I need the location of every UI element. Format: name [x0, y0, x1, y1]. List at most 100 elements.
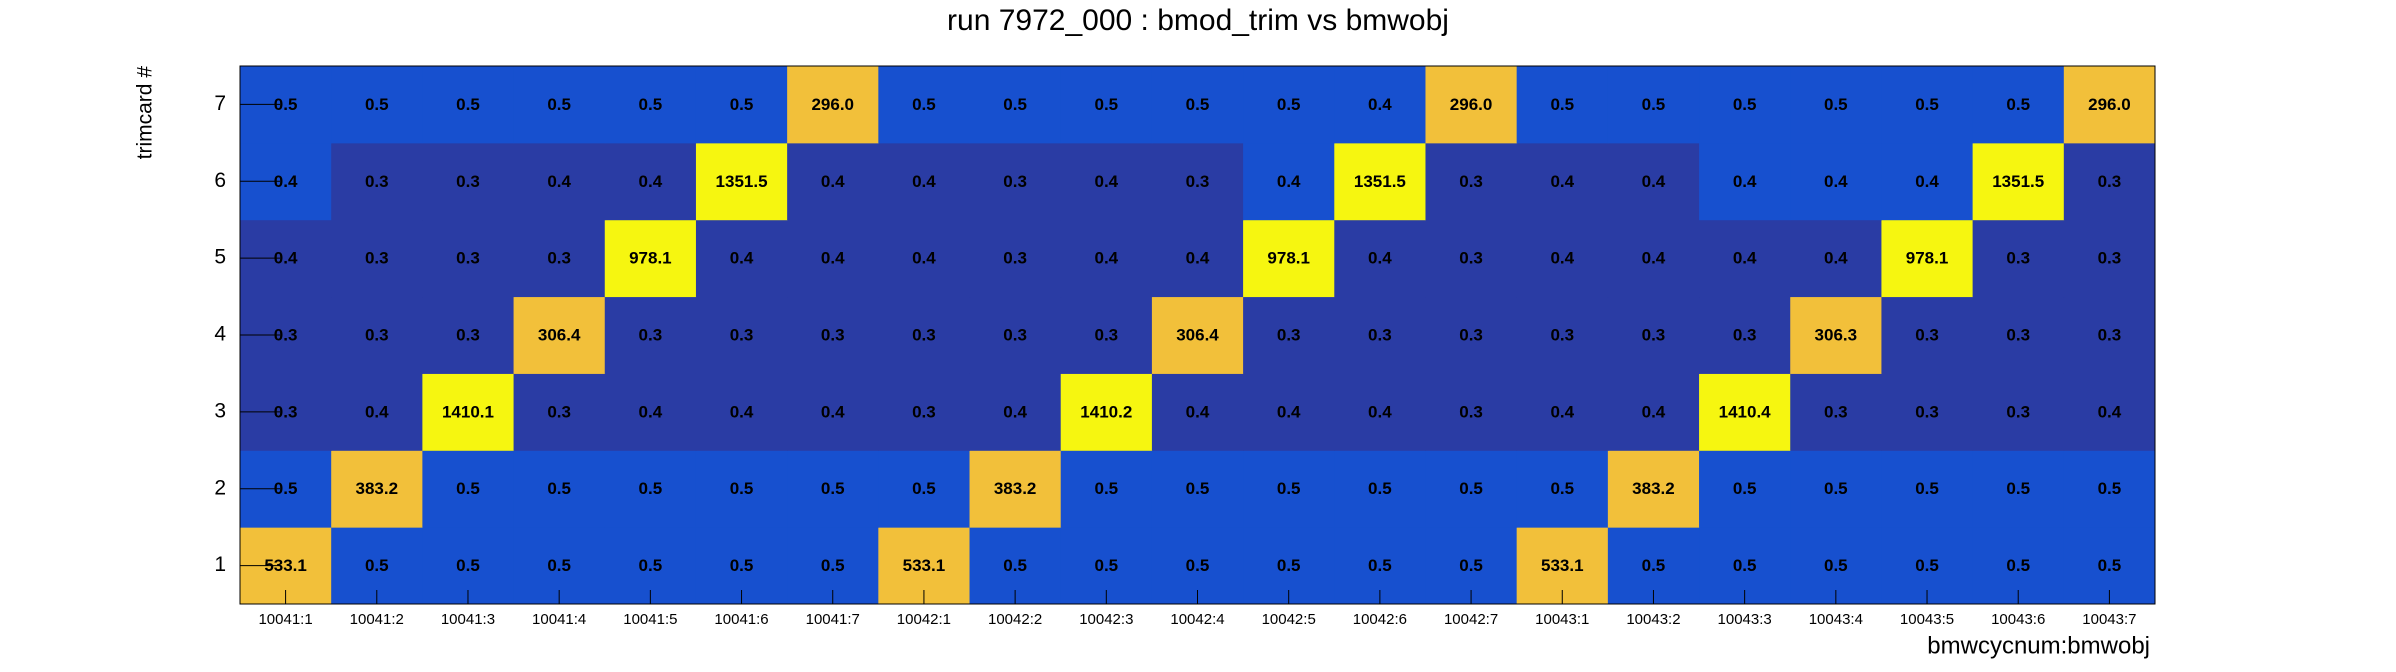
cell-label: 0.5	[912, 479, 936, 498]
cell-label: 1410.2	[1080, 402, 1132, 421]
cell-label: 978.1	[1267, 249, 1310, 268]
heatmap-cell	[513, 66, 606, 144]
cell-label: 0.3	[1368, 325, 1392, 344]
heatmap-cell	[787, 219, 879, 298]
x-tick-label: 10042:4	[1170, 611, 1224, 628]
heatmap-cell	[1881, 373, 1974, 451]
cell-label: 0.4	[1186, 402, 1210, 421]
cell-label: 0.3	[1824, 402, 1848, 421]
heatmap-cell	[695, 373, 788, 451]
heatmap-cell	[1425, 142, 1518, 221]
heatmap-cell	[878, 373, 971, 451]
cell-label: 0.4	[1824, 249, 1848, 268]
heatmap-cell	[1790, 450, 1882, 528]
y-tick-label: 4	[214, 323, 226, 346]
x-tick-label: 10042:6	[1353, 611, 1407, 628]
heatmap-cell	[1790, 373, 1882, 451]
heatmap-cell	[1790, 142, 1882, 221]
heatmap-cell	[1516, 450, 1609, 528]
x-tick-label: 10041:7	[806, 611, 860, 628]
heatmap-cell	[695, 296, 788, 374]
cell-label: 0.4	[1186, 249, 1210, 268]
heatmap-cell	[1060, 450, 1153, 528]
heatmap-cell	[878, 66, 971, 144]
cell-label: 0.5	[456, 95, 480, 114]
heatmap-cell	[422, 66, 515, 144]
heatmap-cell	[878, 450, 971, 528]
cell-label: 0.3	[2006, 402, 2030, 421]
heatmap-cell	[1243, 450, 1335, 528]
x-tick-label: 10041:2	[350, 611, 404, 628]
heatmap-cell	[969, 219, 1062, 298]
cell-label: 0.3	[2098, 325, 2122, 344]
cell-label: 0.5	[912, 95, 936, 114]
heatmap-cell	[604, 296, 697, 374]
cell-label: 0.3	[1459, 249, 1483, 268]
heatmap-cell	[1972, 142, 2065, 221]
y-tick-label: 7	[214, 92, 226, 115]
heatmap-cell	[1334, 373, 1426, 451]
cell-label: 0.4	[1642, 402, 1666, 421]
x-tick-label: 10043:5	[1900, 611, 1954, 628]
cell-label: 296.0	[2088, 95, 2131, 114]
cell-label: 0.5	[2006, 479, 2030, 498]
heatmap-cell	[422, 296, 515, 374]
cell-label: 978.1	[629, 249, 672, 268]
cell-label: 0.4	[821, 249, 845, 268]
y-tick-label: 3	[214, 399, 226, 422]
cell-label: 0.5	[1915, 479, 1939, 498]
cell-label: 0.3	[547, 249, 571, 268]
cell-label: 0.3	[456, 172, 480, 191]
heatmap-cell	[695, 142, 788, 221]
heatmap-cell	[969, 373, 1062, 451]
heatmap-cell	[422, 142, 515, 221]
y-tick-label: 6	[214, 169, 226, 192]
heatmap-cell	[513, 296, 606, 374]
heatmap-cell	[1881, 142, 1974, 221]
heatmap-cell	[1516, 142, 1609, 221]
cell-label: 0.5	[1368, 479, 1392, 498]
heatmap-cell	[1881, 450, 1974, 528]
x-tick-label: 10043:7	[2082, 611, 2136, 628]
cell-label: 0.3	[639, 325, 663, 344]
heatmap-cell	[513, 373, 606, 451]
cell-label: 0.5	[1368, 556, 1392, 575]
x-tick-label: 10041:6	[714, 611, 768, 628]
cell-label: 0.4	[1550, 172, 1574, 191]
cell-label: 1351.5	[716, 172, 768, 191]
heatmap-cell	[1972, 373, 2065, 451]
cell-label: 1351.5	[1354, 172, 1406, 191]
heatmap-cell	[1425, 66, 1518, 144]
cell-label: 0.5	[1186, 479, 1210, 498]
cell-label: 0.4	[1277, 172, 1301, 191]
cell-label: 0.5	[1277, 479, 1301, 498]
y-tick-label: 1	[214, 553, 226, 576]
cell-label: 0.3	[2098, 172, 2122, 191]
x-tick-label: 10043:1	[1535, 611, 1589, 628]
heatmap-cell	[1425, 450, 1518, 528]
x-tick-label: 10041:5	[623, 611, 677, 628]
heatmap-cell	[1334, 219, 1426, 298]
cell-label: 0.4	[639, 172, 663, 191]
heatmap-cell	[969, 296, 1062, 374]
heatmap-cell	[1972, 296, 2065, 374]
cell-label: 0.5	[274, 479, 298, 498]
x-tick-label: 10041:1	[258, 611, 312, 628]
cell-label: 0.5	[639, 95, 663, 114]
heatmap-cell	[1699, 66, 1791, 144]
heatmap-cell	[878, 142, 971, 221]
cell-label: 0.3	[2098, 249, 2122, 268]
heatmap-cell	[969, 66, 1062, 144]
heatmap-cell	[1243, 219, 1335, 298]
x-tick-label: 10043:2	[1626, 611, 1680, 628]
cell-label: 0.3	[1186, 172, 1210, 191]
heatmap-cell	[2063, 219, 2156, 298]
cell-label: 1351.5	[1992, 172, 2044, 191]
cell-label: 533.1	[1541, 556, 1584, 575]
cell-label: 0.5	[1642, 556, 1666, 575]
cell-label: 306.4	[538, 325, 581, 344]
cell-label: 306.3	[1815, 325, 1858, 344]
cell-label: 0.3	[1459, 172, 1483, 191]
cell-label: 0.5	[274, 95, 298, 114]
